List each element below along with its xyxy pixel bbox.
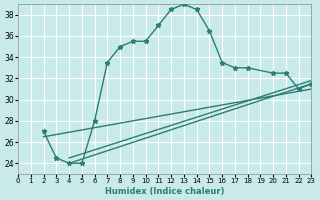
X-axis label: Humidex (Indice chaleur): Humidex (Indice chaleur) [105,187,225,196]
